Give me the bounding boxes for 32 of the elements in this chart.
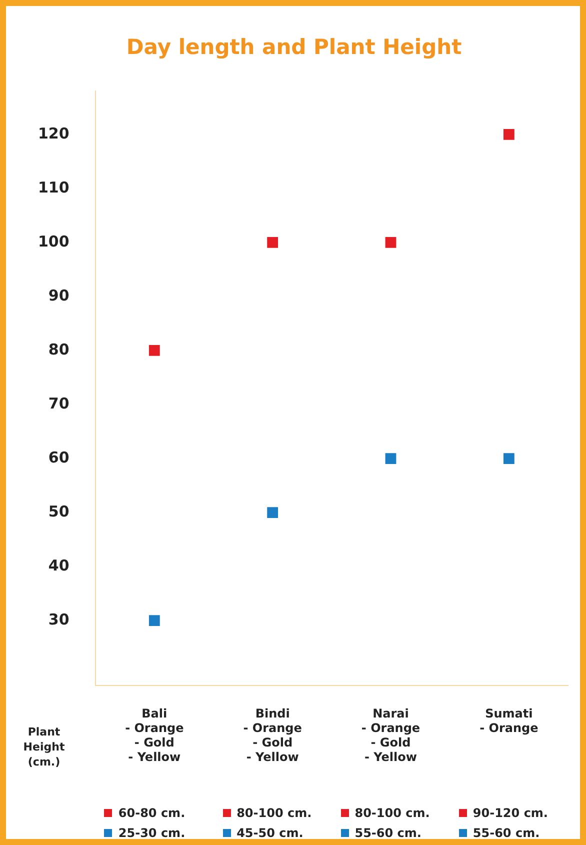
y-axis-title: Plant Height (cm.): [23, 725, 65, 768]
x-tick-label: Bindi - Orange - Gold - Yellow: [243, 706, 302, 764]
data-label: 80-100 cm.: [354, 805, 430, 822]
data-label: 60-80 cm.: [118, 805, 186, 822]
data-label: 25-30 cm.: [118, 825, 186, 842]
y-tick-label: 60: [48, 448, 70, 466]
x-tick-label: Narai - Orange - Gold - Yellow: [361, 706, 420, 764]
data-label: 80-100 cm.: [236, 805, 312, 822]
x-tick-label: Sumati - Orange: [480, 706, 538, 736]
data-label: 55-60 cm.: [354, 825, 422, 842]
data-label: 45-50 cm.: [236, 825, 304, 842]
point: [385, 453, 396, 464]
y-tick-label: 80: [48, 340, 70, 358]
point: [503, 128, 514, 140]
point: [385, 237, 396, 248]
y-tick-label: 120: [38, 124, 70, 142]
y-tick-label: 50: [48, 502, 70, 520]
point: [267, 507, 278, 518]
point: [267, 237, 278, 248]
y-tick-label: 70: [48, 394, 70, 412]
y-tick-label: 40: [48, 556, 70, 574]
y-tick-label: 110: [38, 178, 70, 196]
point: [503, 453, 514, 464]
data-label: 55-60 cm.: [472, 825, 540, 842]
y-tick-label: 30: [48, 610, 70, 628]
y-tick-label: 100: [38, 232, 70, 250]
y-tick-label: 90: [48, 286, 70, 304]
chart-title: Day length and Plant Height: [126, 35, 462, 60]
data-label: 90-120 cm.: [472, 805, 548, 822]
point: [148, 615, 160, 626]
x-tick-label: Bali - Orange - Gold - Yellow: [125, 706, 184, 764]
point: [148, 345, 160, 356]
